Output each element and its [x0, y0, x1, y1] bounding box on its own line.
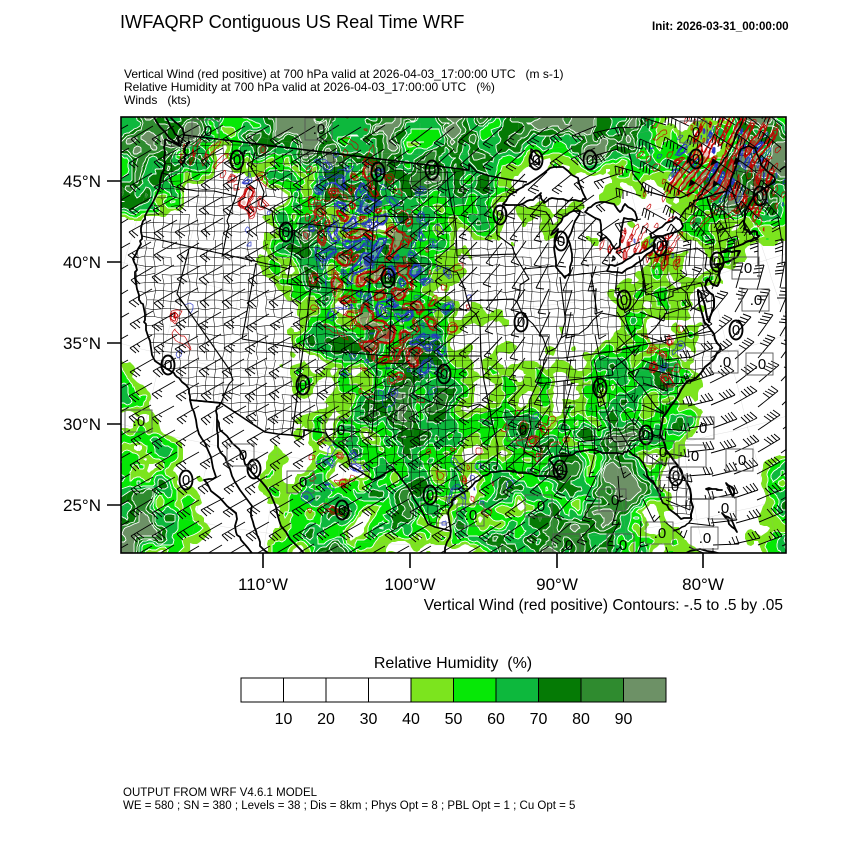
svg-text:0: 0	[426, 487, 434, 504]
svg-text:.0: .0	[295, 474, 308, 491]
svg-text:0: 0	[756, 188, 764, 205]
svg-text:0: 0	[374, 164, 382, 181]
svg-text:0: 0	[713, 254, 721, 271]
svg-text:0: 0	[517, 314, 525, 331]
svg-text:0: 0	[496, 207, 504, 224]
svg-text:0: 0	[596, 380, 604, 397]
svg-text:30°N: 30°N	[63, 415, 101, 434]
svg-text:.0: .0	[615, 537, 628, 554]
svg-text:.0: .0	[333, 422, 346, 439]
svg-text:0: 0	[620, 292, 628, 309]
svg-text:40: 40	[402, 711, 420, 728]
svg-text:.0: .0	[717, 500, 730, 517]
svg-text:0: 0	[250, 461, 258, 478]
svg-text:.0: .0	[133, 413, 146, 430]
svg-text:25°N: 25°N	[63, 496, 101, 515]
svg-text:.0: .0	[695, 420, 708, 437]
svg-text:.0: .0	[754, 356, 767, 373]
svg-text:110°W: 110°W	[238, 575, 288, 594]
svg-text:0: 0	[656, 238, 664, 255]
svg-text:.0: .0	[533, 498, 546, 515]
svg-text:.0: .0	[699, 530, 712, 547]
svg-text:80°W: 80°W	[682, 575, 724, 594]
svg-text:0: 0	[299, 377, 307, 394]
svg-text:0: 0	[233, 152, 241, 169]
svg-text:0: 0	[557, 233, 565, 250]
svg-text:10: 10	[275, 711, 293, 728]
svg-text:0: 0	[642, 427, 650, 444]
svg-text:100°W: 100°W	[384, 575, 435, 594]
svg-text:20: 20	[317, 711, 335, 728]
svg-text:.0: .0	[655, 444, 668, 461]
svg-text:.0: .0	[734, 452, 747, 469]
svg-text:0: 0	[692, 151, 700, 168]
svg-text:0: 0	[164, 357, 172, 374]
svg-text:.0: .0	[235, 447, 248, 464]
svg-text:0: 0	[556, 462, 564, 479]
svg-text:.0: .0	[465, 507, 478, 524]
svg-text:0: 0	[384, 270, 392, 287]
svg-text:90: 90	[615, 711, 633, 728]
svg-text:0: 0	[532, 152, 540, 169]
svg-text:0: 0	[586, 152, 594, 169]
svg-text:90°W: 90°W	[536, 575, 578, 594]
svg-text:0: 0	[182, 472, 190, 489]
svg-text:.0: .0	[654, 525, 667, 542]
svg-text:60: 60	[487, 711, 505, 728]
svg-text:.0: .0	[740, 260, 753, 277]
svg-text:.0: .0	[687, 448, 700, 465]
svg-text:35°N: 35°N	[63, 334, 101, 353]
svg-text:Relative Humidity (%): Relative Humidity (%)	[374, 655, 532, 672]
svg-text:.0: .0	[750, 292, 763, 309]
svg-text:.0: .0	[607, 492, 620, 509]
svg-text:0: 0	[440, 366, 448, 383]
svg-text:.0: .0	[313, 121, 326, 138]
svg-text:.0: .0	[667, 478, 680, 495]
svg-text:0: 0	[282, 224, 290, 241]
svg-text:.0: .0	[200, 123, 213, 140]
svg-text:50: 50	[445, 711, 463, 728]
svg-text:40°N: 40°N	[63, 253, 101, 272]
svg-text:0: 0	[732, 322, 740, 339]
svg-text:45°N: 45°N	[63, 172, 101, 191]
svg-text:.0: .0	[515, 422, 528, 439]
svg-text:.0: .0	[719, 354, 732, 371]
svg-text:.0: .0	[561, 537, 574, 554]
svg-text:0: 0	[428, 162, 436, 179]
svg-text:70: 70	[530, 711, 548, 728]
svg-text:0: 0	[672, 468, 680, 485]
svg-text:80: 80	[572, 711, 590, 728]
svg-text:30: 30	[360, 711, 378, 728]
svg-text:.0: .0	[688, 124, 701, 141]
svg-text:Vertical Wind (red positive) C: Vertical Wind (red positive) Contours: -…	[424, 597, 783, 614]
svg-text:0: 0	[338, 502, 346, 519]
